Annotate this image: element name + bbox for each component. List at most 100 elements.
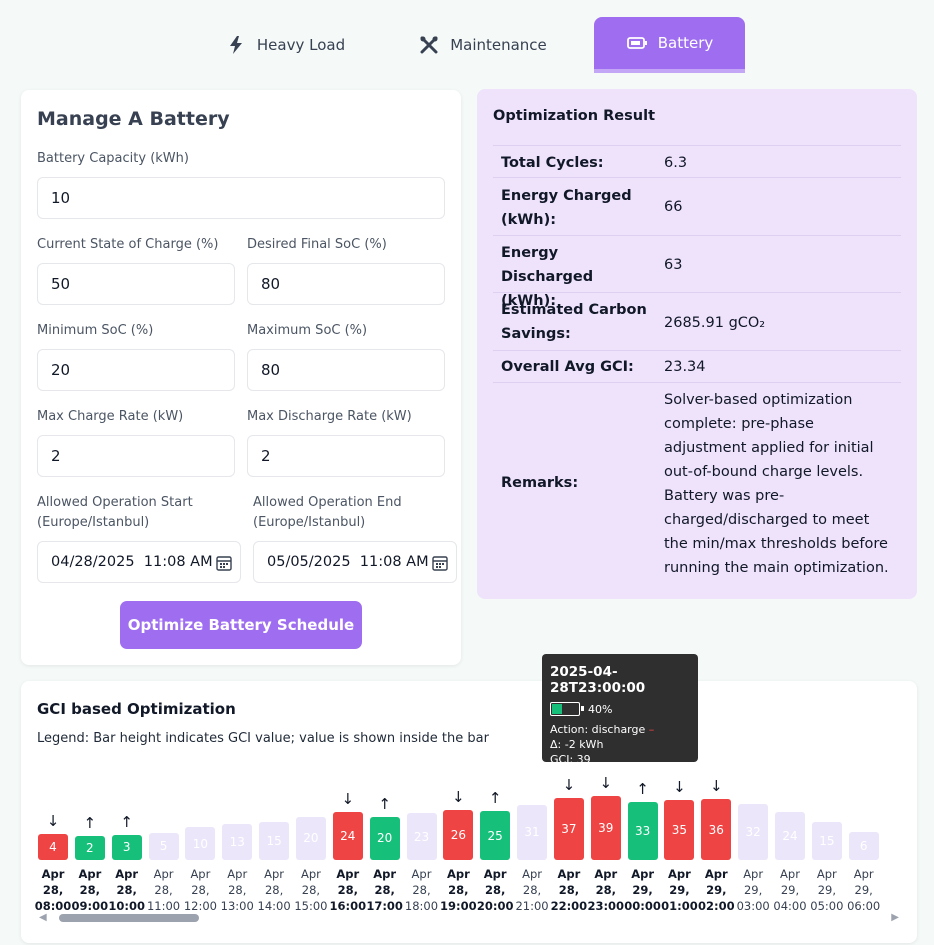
tooltip-battery: 40% bbox=[550, 702, 690, 716]
tab-label: Maintenance bbox=[450, 36, 547, 54]
gci-bar[interactable]: 4 bbox=[38, 833, 68, 860]
gci-bar[interactable]: 3 bbox=[111, 834, 142, 860]
gci-bar[interactable]: 6 bbox=[848, 831, 879, 860]
tab-label: Battery bbox=[657, 34, 714, 52]
calendar-icon[interactable] bbox=[432, 555, 448, 571]
x-tick-label: Apr 28, 20:00 bbox=[476, 867, 514, 913]
soc-input[interactable]: 50 bbox=[37, 263, 235, 305]
gci-bar[interactable]: 33 bbox=[627, 802, 658, 860]
result-title: Optimization Result bbox=[493, 108, 655, 124]
charge-arrow-icon: ↑ bbox=[488, 789, 502, 808]
charge-rate-input[interactable]: 2 bbox=[37, 435, 235, 477]
gci-bar[interactable]: 2 bbox=[74, 836, 105, 860]
tooltip-title: 2025-04-28T23:00:00 bbox=[550, 664, 646, 696]
charge-arrow-icon: ↑ bbox=[378, 794, 391, 813]
result-value: 23.34 bbox=[664, 359, 706, 375]
start-datetime-input[interactable]: 04/28/2025 11:08 AM bbox=[37, 541, 241, 583]
start-label-line: Allowed Operation Start bbox=[37, 495, 193, 510]
x-tick-label: Apr 29, 00:00 bbox=[624, 867, 661, 913]
result-key: Remarks: bbox=[501, 475, 579, 491]
gci-bar[interactable]: 25 bbox=[480, 811, 511, 860]
result-row: Overall Avg GCI: 23.34 bbox=[493, 350, 901, 382]
x-tick-label: Apr 28, 21:00 bbox=[515, 867, 549, 913]
result-row: Energy Discharged (kWh): 63 bbox=[493, 235, 901, 309]
result-key: Energy Charged (kWh): bbox=[501, 188, 632, 228]
battery-level-icon bbox=[550, 702, 584, 716]
min-soc-input[interactable]: 20 bbox=[37, 349, 235, 391]
chart-title: GCI based Optimization bbox=[37, 700, 236, 718]
result-key: Estimated Carbon Savings: bbox=[501, 302, 647, 342]
result-key: Energy Discharged (kWh): bbox=[501, 245, 594, 309]
gci-bar[interactable]: 36 bbox=[701, 799, 732, 860]
gci-bar[interactable]: 20 bbox=[369, 816, 400, 860]
charge-rate-label: Max Charge Rate (kW) bbox=[37, 409, 184, 424]
tab-heavy-load[interactable]: Heavy Load bbox=[210, 17, 360, 73]
capacity-label: Battery Capacity (kWh) bbox=[37, 151, 189, 166]
gci-bar[interactable]: 15 bbox=[259, 821, 290, 860]
result-value: 6.3 bbox=[664, 155, 688, 171]
gci-bar[interactable]: 15 bbox=[811, 821, 842, 860]
gci-bar[interactable]: 37 bbox=[553, 798, 584, 860]
result-key: Total Cycles: bbox=[501, 155, 604, 171]
charge-arrow-icon: ↑ bbox=[83, 814, 97, 832]
gci-bar[interactable]: 23 bbox=[406, 813, 437, 860]
x-tick-label: Apr 29, 05:00 bbox=[810, 867, 844, 913]
gci-bar[interactable]: 24 bbox=[775, 812, 805, 860]
x-tick-label: Apr 28, 16:00 bbox=[329, 867, 367, 913]
tooltip-action-mark: – bbox=[648, 723, 655, 736]
discharge-arrow-icon: ↓ bbox=[599, 774, 613, 792]
start-label-tz: (Europe/Istanbul) bbox=[37, 515, 150, 530]
end-datetime-input[interactable]: 05/05/2025 11:08 AM bbox=[253, 541, 457, 583]
charge-arrow-icon: ↑ bbox=[636, 780, 649, 799]
tools-icon bbox=[418, 34, 440, 56]
tab-label: Heavy Load bbox=[256, 36, 346, 54]
result-key: Overall Avg GCI: bbox=[501, 359, 634, 375]
gci-chart-card: GCI based Optimization Legend: Bar heigh… bbox=[21, 681, 917, 943]
end-label-tz: (Europe/Istanbul) bbox=[253, 515, 366, 530]
x-tick-label: Apr 28, 11:00 bbox=[146, 867, 181, 913]
gci-bar[interactable]: 10 bbox=[185, 827, 216, 860]
gci-bar[interactable]: 31 bbox=[517, 804, 548, 860]
charge-arrow-icon: ↑ bbox=[120, 812, 133, 831]
tab-battery[interactable]: Battery bbox=[594, 17, 745, 73]
tab-maintenance[interactable]: Maintenance bbox=[410, 17, 555, 73]
discharge-arrow-icon: ↓ bbox=[341, 790, 355, 809]
chart-scrollbar[interactable]: ◀ ▶ bbox=[39, 911, 899, 925]
end-label: Allowed Operation End (Europe/Istanbul) bbox=[253, 493, 402, 533]
calendar-icon[interactable] bbox=[216, 555, 232, 571]
scroll-left-icon[interactable]: ◀ bbox=[39, 912, 47, 923]
optimize-button[interactable]: Optimize Battery Schedule bbox=[120, 601, 362, 649]
discharge-arrow-icon: ↓ bbox=[562, 776, 576, 795]
x-tick-label: Apr 28, 08:00 bbox=[34, 867, 72, 913]
x-tick-label: Apr 28, 12:00 bbox=[183, 867, 217, 913]
result-value: 2685.91 gCO₂ bbox=[664, 315, 766, 331]
scrollbar-thumb[interactable] bbox=[59, 914, 199, 922]
gci-bar[interactable]: 39 bbox=[590, 796, 621, 860]
tooltip-action-text: Action: discharge bbox=[550, 723, 646, 736]
x-tick-label: Apr 29, 06:00 bbox=[847, 867, 881, 913]
gci-bar[interactable]: 35 bbox=[664, 800, 695, 860]
x-tick-label: Apr 28, 09:00 bbox=[71, 867, 109, 913]
max-soc-label: Maximum SoC (%) bbox=[247, 323, 368, 338]
max-soc-input[interactable]: 80 bbox=[247, 349, 445, 391]
gci-bar[interactable]: 26 bbox=[443, 810, 474, 860]
end-label-line: Allowed Operation End bbox=[253, 495, 402, 510]
x-tick-label: Apr 28, 10:00 bbox=[108, 867, 145, 913]
gci-bar[interactable]: 20 bbox=[295, 816, 326, 860]
discharge-rate-input[interactable]: 2 bbox=[247, 435, 445, 477]
gci-bar[interactable]: 32 bbox=[738, 803, 769, 860]
gci-bar[interactable]: 5 bbox=[148, 832, 179, 860]
final-soc-input[interactable]: 80 bbox=[247, 263, 445, 305]
capacity-input[interactable]: 10 bbox=[37, 177, 445, 219]
form-title: Manage A Battery bbox=[37, 108, 230, 130]
result-row: Remarks: Solver-based optimization compl… bbox=[493, 382, 901, 582]
chart-legend: Legend: Bar height indicates GCI value; … bbox=[37, 731, 489, 746]
gci-bar[interactable]: 13 bbox=[222, 824, 253, 860]
scroll-right-icon[interactable]: ▶ bbox=[891, 912, 899, 923]
discharge-arrow-icon: ↓ bbox=[46, 811, 60, 830]
x-tick-label: Apr 28, 15:00 bbox=[294, 867, 328, 913]
gci-bar[interactable]: 24 bbox=[332, 812, 363, 860]
tooltip-delta: Δ: -2 kWh bbox=[550, 738, 604, 751]
result-value: Solver-based optimization complete: pre-… bbox=[664, 392, 889, 576]
discharge-arrow-icon: ↓ bbox=[710, 777, 723, 796]
